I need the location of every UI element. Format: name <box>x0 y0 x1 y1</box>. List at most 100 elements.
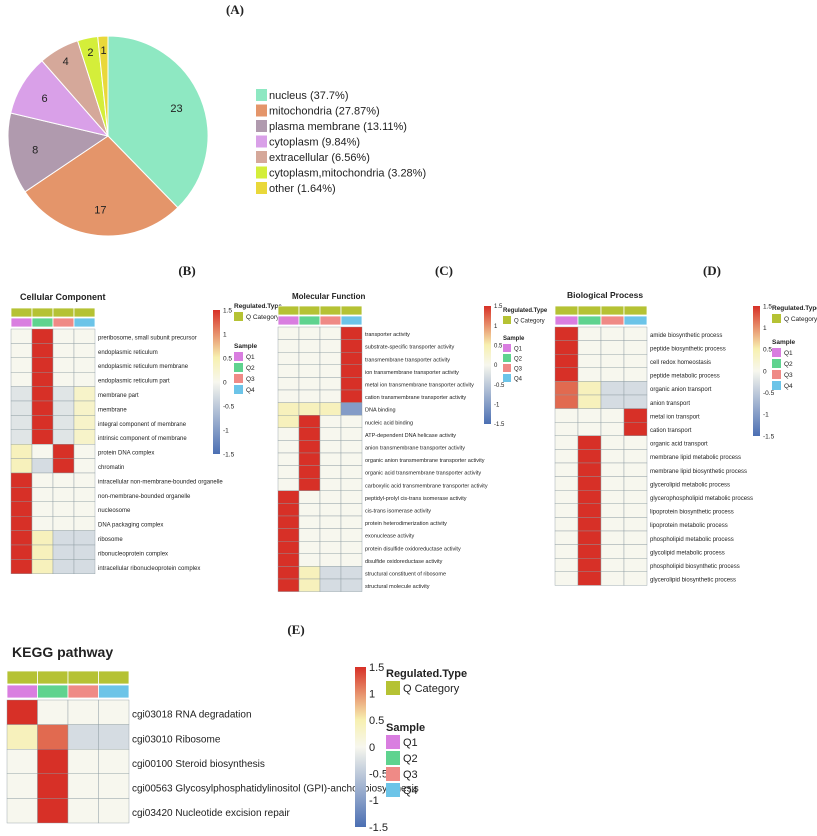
heatmap-cell <box>6 699 38 725</box>
heatmap-cell <box>298 364 321 378</box>
sample-bar-cell <box>554 315 579 326</box>
legend-sample-label: Q3 <box>403 769 418 781</box>
category-bar-cell <box>623 305 648 316</box>
heatmap-cell <box>67 798 99 824</box>
heatmap-cell <box>577 558 602 573</box>
legend-swatch <box>256 104 267 117</box>
legend-sample-title: Sample <box>386 722 425 734</box>
heatmap-cell <box>73 343 96 358</box>
heatmap-cell <box>577 517 602 532</box>
heatmap-cell <box>298 490 321 504</box>
heatmap-cell <box>37 798 69 824</box>
heatmap-cell <box>298 440 321 454</box>
heatmap-cell <box>340 339 363 353</box>
heatmap-cell <box>52 400 75 416</box>
heatmap-cell <box>577 544 602 559</box>
category-bar-cell <box>277 305 300 316</box>
colorbar-tick: 0 <box>763 368 767 375</box>
heatmap-cell <box>52 501 75 517</box>
row-label: DNA packaging complex <box>98 523 163 529</box>
row-label: membrane lipid biosynthetic process <box>650 469 747 475</box>
heatmap-cell <box>340 440 363 454</box>
heatmap-cell <box>554 422 579 437</box>
heatmap-cell <box>554 435 579 450</box>
heatmap-cell <box>340 465 363 479</box>
row-label: metal ion transmembrane transporter acti… <box>365 382 474 388</box>
heatmap-cell <box>577 435 602 450</box>
heatmap-cell <box>319 402 342 416</box>
heatmap-cell <box>600 558 625 573</box>
legend-sample-label: Q4 <box>246 387 255 394</box>
heatmap-cell <box>600 476 625 491</box>
heatmap-cell <box>10 530 33 546</box>
legend-qcat-label: Q Category <box>403 683 460 695</box>
heatmap-cell <box>623 476 648 491</box>
pie-slice-value: 17 <box>94 205 106 217</box>
heatmap-cell <box>52 530 75 546</box>
legend-qcat-label: Q Category <box>784 316 817 323</box>
colorbar-tick: 0 <box>369 742 375 754</box>
row-label: preribosome, small subunit precursor <box>98 335 197 341</box>
heatmap-cell <box>6 724 38 750</box>
legend-sample-label: Q2 <box>514 356 523 362</box>
category-bar-cell <box>340 305 363 316</box>
heatmap-cell <box>554 381 579 396</box>
heatmap-cell <box>340 402 363 416</box>
heatmap-cell <box>298 452 321 466</box>
heatmap-cell <box>52 429 75 445</box>
heatmap-cell <box>98 724 130 750</box>
heatmap-cell <box>577 462 602 477</box>
legend-sample-label: Q4 <box>514 376 523 382</box>
row-label: disulfide oxidoreductase activity <box>365 559 443 565</box>
heatmap-cell <box>73 544 96 560</box>
heatmap-cell <box>52 516 75 531</box>
colorbar <box>484 306 491 424</box>
heatmap-cell <box>67 773 99 799</box>
heatmap-cell <box>600 394 625 409</box>
heatmap-cell <box>600 462 625 477</box>
colorbar-tick: -0.5 <box>369 769 388 781</box>
legend-sample-swatch <box>772 370 781 379</box>
row-label: substrate-specific transporter activity <box>365 345 455 351</box>
heatmap-cell <box>554 354 579 369</box>
sample-bar-cell <box>73 317 96 328</box>
heatmap-cell <box>298 515 321 529</box>
sample-bar-cell <box>340 315 363 326</box>
legend-swatch <box>256 166 267 179</box>
legend-sample-swatch <box>234 385 243 394</box>
heatmap-cell <box>298 465 321 479</box>
heatmap-cell <box>298 352 321 366</box>
heatmap-cell <box>73 516 96 531</box>
category-bar-cell <box>577 305 602 316</box>
category-bar-cell <box>554 305 579 316</box>
heatmap-cell <box>6 773 38 799</box>
colorbar-tick: -1 <box>494 402 500 408</box>
colorbar-tick: 1 <box>494 324 498 330</box>
row-label: lipoprotein metabolic process <box>650 523 728 529</box>
heatmap-cell <box>298 478 321 492</box>
pie-slice-value: 2 <box>87 47 93 59</box>
heatmap-cell <box>340 377 363 391</box>
legend-sample-swatch <box>503 344 511 352</box>
heatmap-cell <box>577 394 602 409</box>
colorbar-tick: 1 <box>763 325 767 332</box>
row-label: organic anion transport <box>650 387 712 393</box>
legend-sample-swatch <box>386 783 400 797</box>
legend-sample-swatch <box>234 374 243 383</box>
row-label: structural molecule activity <box>365 584 430 590</box>
heatmap-cell <box>319 364 342 378</box>
heatmap-cell <box>37 773 69 799</box>
heatmap-cell <box>73 328 96 344</box>
pie-slice-value: 23 <box>170 103 182 115</box>
heatmap-cell <box>319 503 342 517</box>
heatmap-cell <box>600 354 625 369</box>
heatmap-cell <box>577 326 602 341</box>
heatmap-cell <box>577 340 602 355</box>
row-label: amide biosynthetic process <box>650 333 722 339</box>
heatmap-cell <box>600 530 625 545</box>
legend-sample-title: Sample <box>503 336 525 342</box>
heatmap-cell <box>554 326 579 341</box>
heatmap-cell <box>73 501 96 517</box>
heatmap-cell <box>52 343 75 358</box>
legend-sample-label: Q2 <box>246 365 255 372</box>
